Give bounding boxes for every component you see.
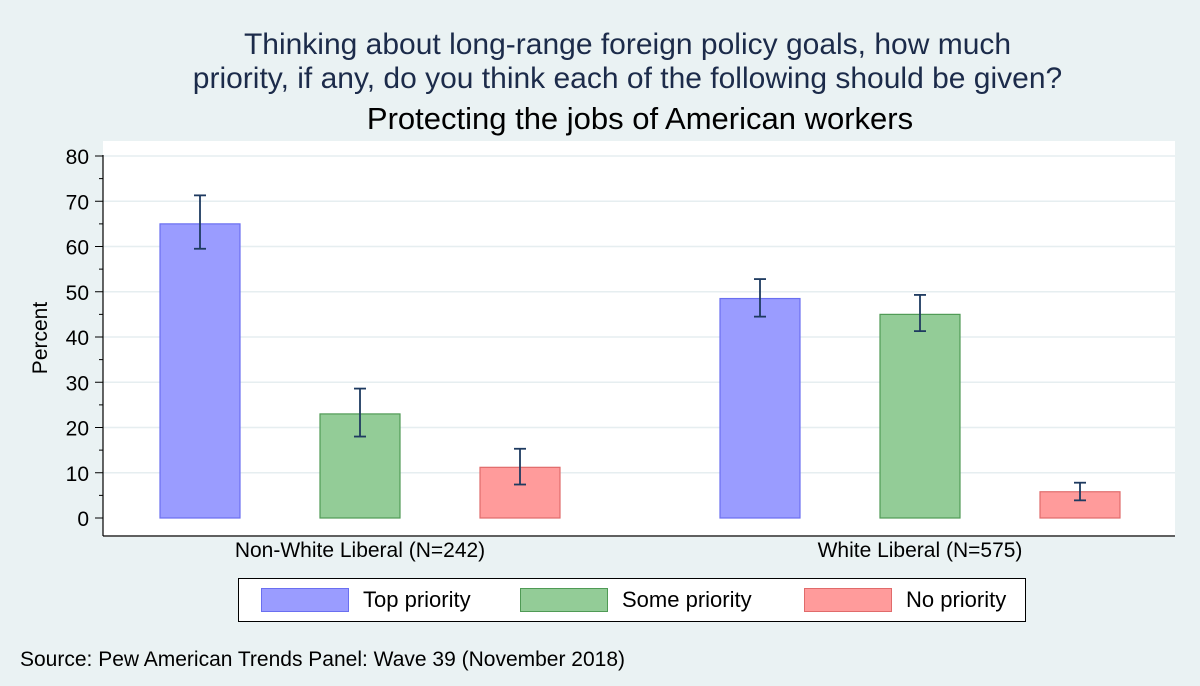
category-label-group: Non-White Liberal (N=242) White Liberal (… (235, 539, 1023, 562)
bar-top-priority-1 (719, 297, 801, 519)
error-bar-group (194, 194, 1086, 502)
legend-label-no-priority: No priority (906, 587, 1007, 612)
y-tick-label-20: 20 (66, 418, 89, 441)
legend-swatch-some-priority (520, 588, 608, 612)
chart-title-line-1: Thinking about long-range foreign policy… (243, 28, 1012, 61)
y-tick-label-50: 50 (66, 282, 89, 305)
chart-title-line-2: priority, if any, do you think each of t… (192, 62, 1063, 95)
bar-top-priority-0 (159, 223, 241, 519)
category-label-1: White Liberal (N=575) (818, 539, 1023, 562)
y-tick-label-40: 40 (66, 327, 89, 350)
y-tick-label-0: 0 (77, 508, 89, 531)
y-tick-label-70: 70 (66, 191, 89, 214)
bar-some-priority-1 (879, 313, 961, 519)
source-note: Source: Pew American Trends Panel: Wave … (20, 648, 626, 671)
gridlines (103, 155, 1175, 474)
legend-swatch-no-priority (804, 588, 892, 612)
legend-item-no-priority: No priority (804, 587, 1006, 613)
chart-subtitle: Protecting the jobs of American workers (366, 101, 914, 136)
legend-label-some-priority: Some priority (622, 587, 752, 612)
y-tick-label-60: 60 (66, 237, 89, 260)
y-tick-label-10: 10 (66, 463, 89, 486)
plot-area (103, 141, 1175, 537)
y-axis-label: Percent (29, 302, 52, 375)
y-tick-label-80: 80 (66, 146, 89, 169)
legend-label-top-priority: Top priority (363, 587, 471, 612)
legend-swatch-top-priority (261, 588, 349, 612)
legend-item-top-priority: Top priority (261, 587, 471, 613)
legend: Top priority Some priority No priority (238, 578, 1026, 622)
bar-group (159, 223, 1121, 519)
y-tick-group: 0 10 20 30 40 50 60 70 80 (66, 146, 103, 531)
y-tick-label-30: 30 (66, 372, 89, 395)
legend-item-some-priority: Some priority (520, 587, 752, 613)
category-label-0: Non-White Liberal (N=242) (235, 539, 485, 562)
